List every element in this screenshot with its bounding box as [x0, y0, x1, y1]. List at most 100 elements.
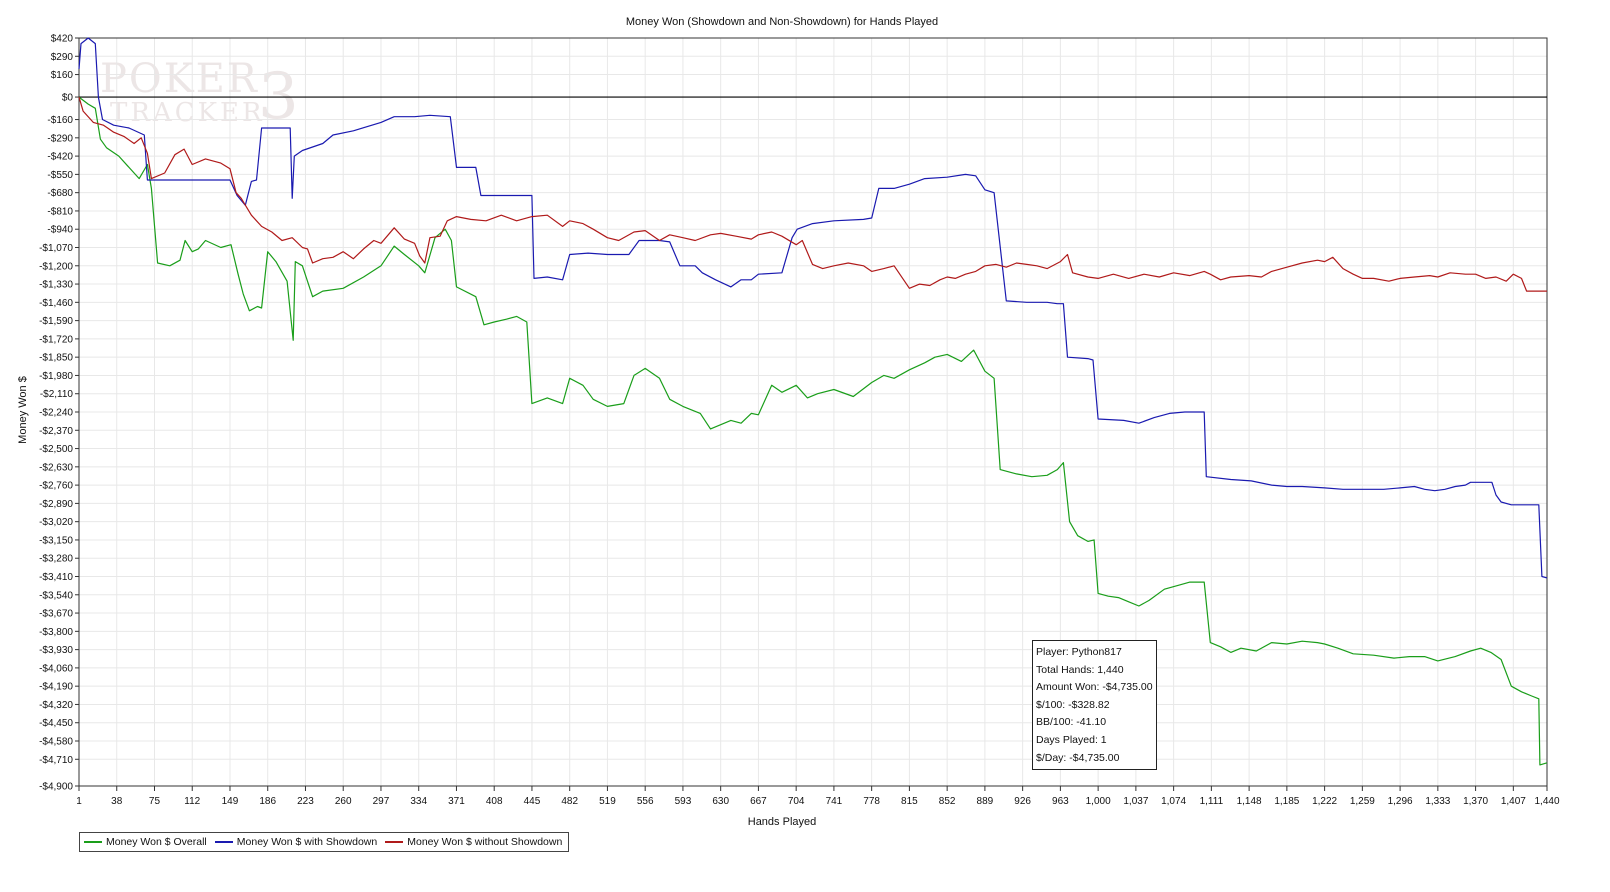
y-tick-label: -$3,280	[39, 554, 73, 565]
x-axis: 1 38 75 112 149 186 223 260 297 334 371 408 445 482 51…	[76, 786, 1560, 807]
x-tick-label: 75	[149, 796, 161, 807]
dollars-per-100: $/100: -$328.82	[1036, 698, 1110, 711]
watermark-line2: TRACKER	[110, 98, 265, 128]
x-tick-label: 815	[901, 796, 918, 807]
y-tick-label: -$940	[47, 225, 73, 236]
y-tick-label: -$2,110	[40, 389, 74, 400]
x-tick-label: 889	[977, 796, 994, 807]
x-tick-label: 1,333	[1425, 796, 1450, 807]
x-tick-label: 1,222	[1312, 796, 1337, 807]
pokertracker-watermark: POKER TRACKER 3	[100, 56, 299, 134]
x-tick-label: 149	[222, 796, 239, 807]
chart-title: Money Won (Showdown and Non-Showdown) fo…	[626, 16, 938, 28]
y-tick-label: -$1,590	[39, 316, 73, 327]
watermark-line1: POKER	[100, 56, 259, 102]
y-tick-label: -$3,670	[39, 609, 73, 620]
x-tick-label: 778	[863, 796, 880, 807]
y-tick-label: -$2,500	[39, 444, 73, 455]
x-tick-label: 112	[184, 796, 200, 807]
x-tick-label: 186	[259, 796, 276, 807]
y-tick-label: -$2,890	[39, 499, 73, 510]
y-tick-label: $0	[62, 93, 74, 104]
legend-item-overall: Money Won $ Overall	[84, 836, 207, 848]
x-tick-label: 741	[826, 796, 843, 807]
x-tick-label: 1,407	[1501, 796, 1526, 807]
gridlines	[78, 37, 1548, 787]
legend-swatch-without-showdown	[385, 841, 404, 843]
y-tick-label: -$4,450	[39, 718, 73, 729]
x-tick-label: 297	[373, 796, 390, 807]
x-tick-label: 519	[599, 796, 616, 807]
x-tick-label: 408	[486, 796, 503, 807]
x-tick-label: 1,296	[1388, 796, 1413, 807]
y-tick-label: -$2,760	[39, 481, 73, 492]
y-tick-label: $420	[51, 34, 74, 45]
y-tick-label: -$4,320	[39, 700, 73, 711]
x-tick-label: 704	[788, 796, 805, 807]
x-tick-label: 1,370	[1463, 796, 1488, 807]
x-axis-title: Hands Played	[748, 816, 817, 828]
x-tick-label: 1,148	[1237, 796, 1262, 807]
series-line-money-won-with-showdown	[78, 37, 1548, 579]
x-tick-label: 1,037	[1123, 796, 1148, 807]
amount-won: Amount Won: -$4,735.00	[1036, 681, 1153, 694]
series-line-money-won-without-showdown	[78, 96, 1547, 292]
bb-per-100: BB/100: -41.10	[1036, 716, 1107, 729]
y-tick-label: -$550	[47, 170, 73, 181]
y-tick-label: -$3,540	[39, 590, 73, 601]
y-tick-label: -$3,020	[39, 517, 73, 528]
legend-label-with-showdown: Money Won $ with Showdown	[236, 836, 378, 848]
y-tick-label: -$4,710	[39, 755, 73, 766]
y-tick-label: -$2,240	[39, 408, 73, 419]
x-tick-label: 38	[111, 796, 123, 807]
x-tick-label: 482	[561, 796, 578, 807]
x-tick-label: 1,440	[1534, 796, 1559, 807]
x-tick-label: 223	[297, 796, 314, 807]
y-tick-label: -$290	[47, 133, 73, 144]
y-tick-label: -$3,930	[39, 645, 73, 656]
player-stats-box: Player: Python817 Total Hands: 1,440 Amo…	[1032, 640, 1157, 770]
chart-legend: Money Won $ Overall Money Won $ with Sho…	[79, 832, 570, 852]
y-tick-label: -$2,370	[39, 426, 73, 437]
y-tick-label: -$1,070	[39, 243, 73, 254]
y-axis: $420 $290 $160 $0 -$160 -$290 -$420 -$550 -$680 -…	[39, 34, 79, 793]
series-layer	[78, 37, 1548, 766]
days-played: Days Played: 1	[1036, 733, 1107, 746]
x-tick-label: 371	[448, 796, 465, 807]
x-tick-label: 1,000	[1086, 796, 1111, 807]
y-tick-label: $160	[51, 70, 74, 81]
legend-label-overall: Money Won $ Overall	[106, 836, 207, 848]
y-tick-label: -$1,200	[39, 261, 73, 272]
x-tick-label: 445	[524, 796, 541, 807]
x-tick-label: 963	[1052, 796, 1069, 807]
y-tick-label: -$4,900	[39, 782, 73, 793]
legend-item-with-showdown: Money Won $ with Showdown	[214, 836, 378, 848]
x-tick-label: 852	[939, 796, 956, 807]
x-tick-label: 334	[410, 796, 427, 807]
y-tick-label: -$420	[47, 152, 73, 163]
y-tick-label: -$1,460	[39, 298, 73, 309]
x-tick-label: 926	[1014, 796, 1031, 807]
x-tick-label: 1,185	[1274, 796, 1299, 807]
y-tick-label: -$160	[47, 115, 73, 126]
y-tick-label: -$3,410	[39, 572, 73, 583]
x-tick-label: 556	[637, 796, 654, 807]
legend-label-without-showdown: Money Won $ without Showdown	[407, 836, 563, 848]
y-tick-label: -$4,060	[39, 663, 73, 674]
y-tick-label: -$2,630	[39, 462, 73, 473]
y-tick-label: $290	[51, 52, 74, 63]
series-line-money-won-overall	[78, 96, 1548, 766]
x-tick-label: 1,111	[1200, 796, 1224, 807]
y-tick-label: -$1,720	[39, 334, 73, 345]
x-tick-label: 630	[712, 796, 729, 807]
x-tick-label: 1,259	[1350, 796, 1375, 807]
x-tick-label: 260	[335, 796, 352, 807]
y-tick-label: -$1,980	[39, 371, 73, 382]
y-tick-label: -$4,580	[39, 737, 73, 748]
legend-item-without-showdown: Money Won $ without Showdown	[385, 836, 562, 848]
y-tick-label: -$1,850	[39, 353, 73, 364]
x-tick-label: 593	[675, 796, 692, 807]
legend-swatch-overall	[84, 841, 102, 843]
y-tick-label: -$810	[47, 206, 73, 217]
